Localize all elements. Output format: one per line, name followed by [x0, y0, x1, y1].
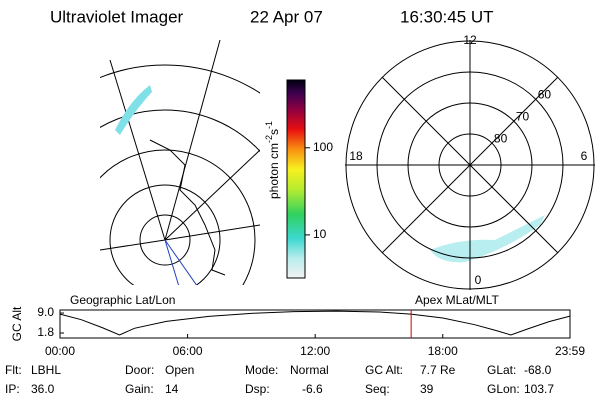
polar-label: Apex MLat/MLT — [415, 293, 499, 307]
time: 16:30:45 UT — [400, 7, 494, 26]
status-value: -6.6 — [302, 382, 323, 396]
map-label: Geographic Lat/Lon — [70, 293, 175, 307]
status-label: IP: — [5, 382, 20, 396]
polar-plot — [345, 40, 595, 290]
mlt-label: 6 — [581, 149, 588, 163]
mlt-label: 0 — [475, 273, 482, 287]
status-value: 39 — [420, 382, 434, 396]
lat-label: 80 — [494, 131, 508, 145]
date: 22 Apr 07 — [250, 7, 323, 26]
y-tick-label: 9.0 — [37, 305, 54, 319]
status-label: Mode: — [245, 363, 278, 377]
status-label: Gain: — [125, 382, 154, 396]
colorbar — [286, 79, 306, 279]
x-tick-label: 00:00 — [45, 344, 75, 358]
lat-label: 60 — [538, 87, 552, 101]
x-tick-label: 23:59 — [555, 344, 585, 358]
altitude-line — [59, 310, 571, 336]
status-value: -68.0 — [524, 363, 552, 377]
status-label: Door: — [125, 363, 154, 377]
status-value: 103.7 — [524, 382, 554, 396]
y-tick-label: 1.8 — [37, 325, 54, 339]
colorbar-tick-label: 100 — [313, 140, 333, 154]
status-value: Normal — [290, 363, 329, 377]
lat-label: 70 — [516, 109, 530, 123]
x-tick-label: 06:00 — [173, 344, 203, 358]
mlt-label: 12 — [463, 33, 477, 47]
mlt-label: 18 — [349, 149, 363, 163]
lat-ring — [407, 102, 533, 228]
status-value: 7.7 Re — [420, 363, 456, 377]
colorbar-label: photon cm-2s-1 — [264, 121, 281, 199]
y-axis-label: GC Alt — [10, 306, 24, 341]
status-value: 14 — [165, 382, 179, 396]
status-label: Dsp: — [245, 382, 270, 396]
status-label: GC Alt: — [365, 363, 403, 377]
x-tick-label: 12:00 — [300, 344, 330, 358]
title: Ultraviolet Imager — [50, 7, 184, 26]
status-value: 36.0 — [31, 382, 55, 396]
status-value: Open — [165, 363, 194, 377]
altitude-plot-frame — [59, 309, 571, 339]
x-tick-label: 18:00 — [428, 344, 458, 358]
geographic-map — [100, 40, 260, 285]
status-value: LBHL — [31, 363, 61, 377]
lat-ring — [438, 133, 502, 197]
status-label: Flt: — [5, 363, 22, 377]
status-label: GLon: — [487, 382, 520, 396]
status-label: Seq: — [365, 382, 390, 396]
lat-ring — [376, 71, 564, 259]
status-label: GLat: — [487, 363, 516, 377]
colorbar-tick-label: 10 — [313, 227, 327, 241]
